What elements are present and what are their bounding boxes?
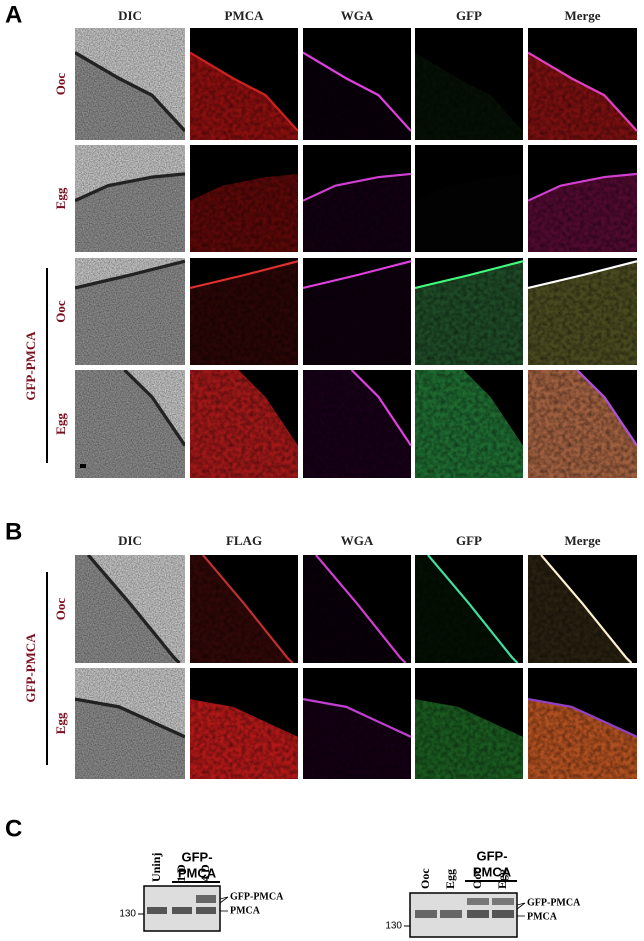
band — [196, 907, 216, 914]
micrograph — [415, 258, 523, 365]
scale-bar — [80, 464, 86, 468]
micrograph — [528, 145, 637, 252]
band-label: PMCA — [527, 911, 558, 922]
column-header: FLAG — [226, 533, 262, 548]
band — [196, 895, 216, 903]
blot-group-label: PMCA — [473, 864, 512, 879]
row-label: Egg — [53, 413, 68, 435]
micrograph — [415, 370, 523, 478]
column-header: Merge — [564, 8, 600, 23]
column-header: GFP — [456, 533, 482, 548]
micrograph — [415, 668, 523, 779]
marker: 130 — [385, 921, 402, 932]
panel-label: B — [5, 518, 22, 545]
micrograph — [528, 28, 637, 140]
micrograph — [415, 28, 523, 140]
column-header: Merge — [564, 533, 600, 548]
band — [492, 898, 514, 905]
micrograph — [190, 668, 298, 779]
panel-label: C — [5, 815, 22, 842]
micrograph — [190, 28, 298, 140]
column-header: GFP — [456, 8, 482, 23]
micrograph — [75, 28, 185, 140]
group-label: GFP-PMCA — [23, 633, 38, 703]
micrograph — [528, 370, 637, 478]
micrograph — [75, 258, 185, 365]
lane-label: Egg — [495, 869, 509, 889]
pointer — [219, 896, 229, 904]
micrograph — [190, 370, 298, 478]
band — [467, 898, 489, 905]
group-label: GFP-PMCA — [23, 331, 38, 401]
micrograph — [303, 555, 411, 663]
column-header: DIC — [118, 8, 142, 23]
row-label: Ooc — [53, 73, 68, 96]
micrograph — [303, 145, 411, 252]
row-label: Egg — [53, 187, 68, 209]
column-header: WGA — [341, 533, 374, 548]
band — [415, 910, 437, 918]
band — [172, 907, 192, 914]
lane-label: Ooc — [470, 868, 484, 889]
micrograph — [415, 145, 523, 252]
row-label: Egg — [53, 712, 68, 734]
panel-label: A — [5, 1, 22, 28]
lane-label: Ooc — [418, 868, 432, 889]
micrograph — [303, 668, 411, 779]
lane-label: 1 D — [174, 864, 188, 882]
micrograph — [303, 28, 411, 140]
band — [147, 907, 167, 914]
band-label: GFP-PMCA — [230, 891, 284, 902]
micrograph — [528, 555, 637, 663]
marker: 130 — [119, 909, 136, 920]
band — [440, 910, 462, 918]
band — [492, 910, 514, 918]
lane-label: 4 D — [198, 864, 212, 882]
micrograph — [190, 145, 298, 252]
micrograph — [190, 258, 298, 365]
micrograph — [75, 555, 185, 663]
row-label: Ooc — [53, 300, 68, 323]
blot-group-label: PMCA — [178, 865, 217, 880]
column-header: DIC — [118, 533, 142, 548]
column-header: WGA — [341, 8, 374, 23]
micrograph — [303, 370, 411, 478]
micrograph — [190, 555, 298, 663]
lane-label: Egg — [443, 869, 457, 889]
micrograph — [528, 668, 637, 779]
micrograph — [415, 555, 523, 663]
pointer — [516, 902, 526, 910]
micrograph — [528, 258, 637, 365]
micrograph — [75, 145, 185, 252]
column-header: PMCA — [225, 8, 265, 23]
blot-group-label: GFP- — [181, 849, 212, 864]
band-label: PMCA — [230, 905, 261, 916]
micrograph — [303, 258, 411, 365]
blot-group-label: GFP- — [476, 848, 507, 863]
row-label: Ooc — [53, 598, 68, 621]
band-label: GFP-PMCA — [527, 897, 581, 908]
micrograph — [75, 668, 185, 779]
micrograph — [75, 370, 185, 478]
band — [467, 910, 489, 918]
lane-label: Uninj — [149, 853, 163, 882]
